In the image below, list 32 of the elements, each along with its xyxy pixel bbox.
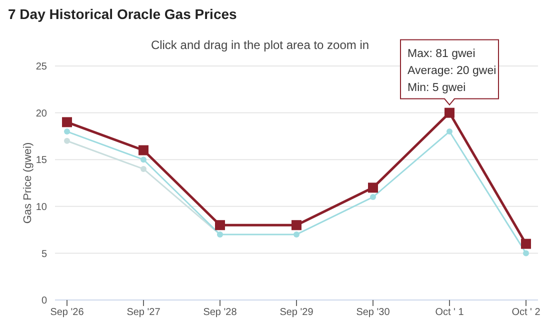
point: [446, 128, 452, 135]
point: [444, 108, 454, 118]
y-tick-label: 20: [36, 108, 48, 120]
point: [62, 117, 72, 128]
x-tick-label: Sep '28: [203, 307, 238, 318]
y-tick-label: 0: [41, 296, 48, 307]
annotation: Max: 81 gwei Average: 20 gwei Min: 5 gwei: [408, 48, 496, 94]
point: [215, 220, 225, 230]
x-tick-label: Sep '27: [126, 307, 161, 318]
point: [370, 194, 376, 200]
point: [140, 156, 146, 163]
y-tick-label: 10: [36, 202, 48, 213]
x-tick-label: Sep '29: [280, 307, 314, 318]
point: [368, 182, 378, 193]
x-tick-label: Oct ' 1: [435, 307, 464, 318]
y-axis-title: Gas Price (gwei): [22, 142, 34, 224]
x-tick-label: Sep '26: [50, 307, 84, 318]
y-tick-label: 5: [41, 248, 48, 260]
point: [64, 138, 70, 144]
chart-title: 7 Day Historical Oracle Gas Prices: [8, 6, 237, 22]
point: [523, 250, 529, 256]
chart-subtitle: Click and drag in the plot area to zoom in: [150, 38, 370, 52]
x-tick-label: Oct ' 2: [512, 307, 541, 318]
point: [292, 220, 302, 230]
point: [294, 231, 300, 238]
x-tick-label: Sep '30: [356, 307, 390, 318]
point: [521, 238, 531, 249]
point: [140, 166, 146, 172]
point: [138, 145, 148, 156]
y-tick-label: 25: [36, 62, 48, 73]
point: [64, 128, 70, 135]
y-tick-label: 15: [36, 155, 48, 166]
